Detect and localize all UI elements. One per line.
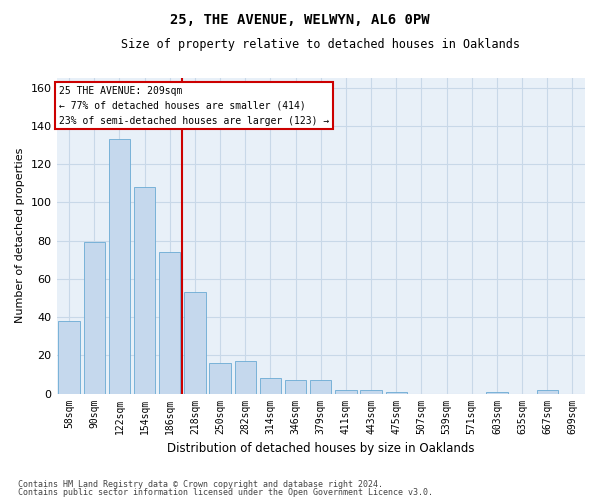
Text: 25, THE AVENUE, WELWYN, AL6 0PW: 25, THE AVENUE, WELWYN, AL6 0PW xyxy=(170,12,430,26)
Text: Contains HM Land Registry data © Crown copyright and database right 2024.: Contains HM Land Registry data © Crown c… xyxy=(18,480,383,489)
Title: Size of property relative to detached houses in Oaklands: Size of property relative to detached ho… xyxy=(121,38,520,51)
Bar xyxy=(260,378,281,394)
Bar xyxy=(58,321,80,394)
Bar xyxy=(310,380,331,394)
Bar xyxy=(134,187,155,394)
Text: 25 THE AVENUE: 209sqm
← 77% of detached houses are smaller (414)
23% of semi-det: 25 THE AVENUE: 209sqm ← 77% of detached … xyxy=(59,86,329,126)
Bar xyxy=(361,390,382,394)
Bar xyxy=(536,390,558,394)
Bar xyxy=(109,139,130,394)
Y-axis label: Number of detached properties: Number of detached properties xyxy=(15,148,25,324)
Bar xyxy=(209,363,231,394)
Bar xyxy=(486,392,508,394)
Bar xyxy=(159,252,181,394)
Bar xyxy=(235,361,256,394)
X-axis label: Distribution of detached houses by size in Oaklands: Distribution of detached houses by size … xyxy=(167,442,475,455)
Bar xyxy=(285,380,307,394)
Bar xyxy=(335,390,356,394)
Bar xyxy=(386,392,407,394)
Bar xyxy=(184,292,206,394)
Bar xyxy=(83,242,105,394)
Text: Contains public sector information licensed under the Open Government Licence v3: Contains public sector information licen… xyxy=(18,488,433,497)
